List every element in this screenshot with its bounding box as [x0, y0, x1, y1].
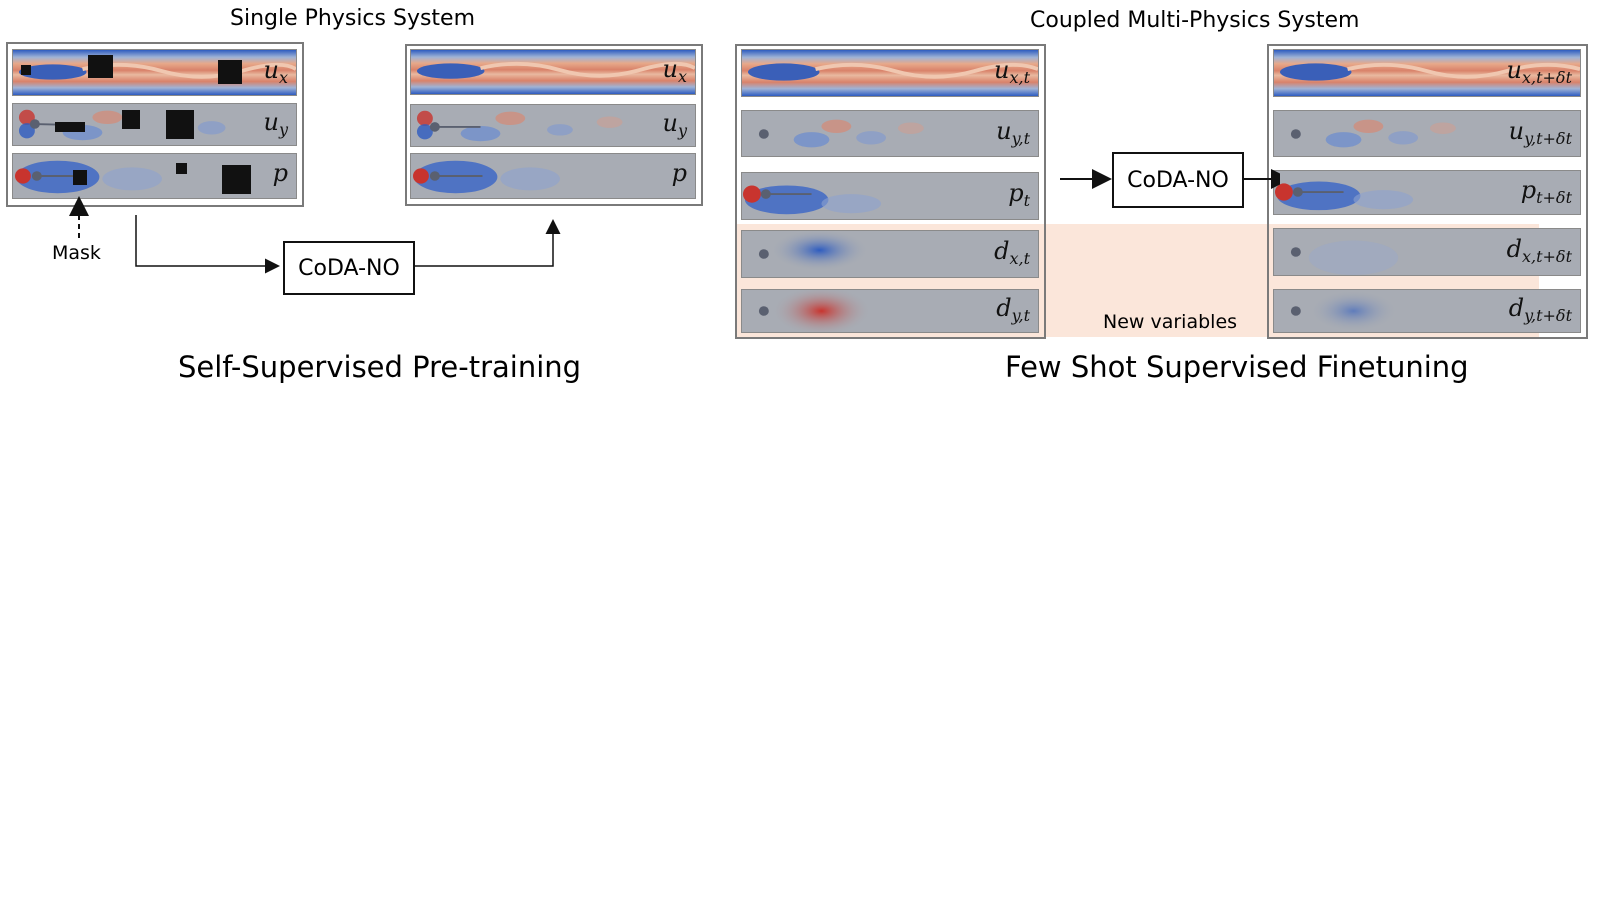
var-label-ux: ux	[663, 55, 688, 86]
mask-block	[73, 170, 87, 185]
var-base: u	[263, 55, 279, 84]
var-label-uy-t: uy,t	[996, 116, 1030, 147]
pretrain-output-ux-field: ux	[410, 49, 696, 95]
var-label-uy: uy	[263, 107, 288, 138]
var-base: p	[272, 158, 288, 187]
mask-block	[122, 110, 140, 129]
var-sub: t+δt	[1536, 187, 1572, 207]
var-sub: y,t	[1011, 128, 1030, 148]
var-base: d	[1506, 234, 1522, 263]
finetune-input-frame	[735, 44, 1046, 339]
mask-block	[55, 122, 85, 132]
dy-field-image	[742, 290, 1038, 332]
var-label-dy-next: dy,t+δt	[1509, 294, 1572, 325]
mask-block	[166, 110, 194, 139]
pretrain-connector-arrows	[69, 196, 561, 274]
finetune-output-frame	[1267, 44, 1588, 339]
finetune-input-p-field: pt	[741, 172, 1039, 220]
var-label-uy: uy	[662, 108, 687, 139]
pretrain-model-box: CoDA-NO	[283, 241, 415, 295]
finetune-output-dy-field: dy,t+δt	[1273, 289, 1581, 333]
pretrain-output-p-field: p	[410, 153, 696, 199]
model-to-output-arrow	[414, 219, 561, 267]
ux-field-image	[1274, 50, 1580, 96]
finetune-output-dx-field: dx,t+δt	[1273, 228, 1581, 276]
dx-field-image	[1274, 229, 1580, 275]
var-sub: y,t	[1011, 305, 1030, 325]
p-field-image	[1274, 171, 1580, 214]
var-sub: x	[278, 67, 288, 87]
finetune-input-dx-field: dx,t	[741, 230, 1039, 278]
var-label-ux: ux	[264, 55, 289, 86]
finetune-output-p-field: pt+δt	[1273, 170, 1581, 215]
dx-field-image	[742, 231, 1038, 277]
var-sub: y,t+δt	[1524, 305, 1572, 325]
uy-field-image	[411, 105, 695, 146]
var-sub: x,t	[1009, 248, 1030, 268]
var-base: p	[671, 158, 687, 187]
finetune-input-uy-field: uy,t	[741, 110, 1039, 157]
finetune-output-uy-field: uy,t+δt	[1273, 110, 1581, 157]
mask-block	[222, 165, 251, 194]
var-sub: y,t+δt	[1524, 128, 1572, 148]
var-label-dx-next: dx,t+δt	[1507, 235, 1572, 266]
var-base: u	[1506, 55, 1522, 84]
var-sub: x,t+δt	[1521, 246, 1572, 266]
ux-field-image	[742, 50, 1038, 96]
var-label-dy-t: dy,t	[996, 294, 1030, 325]
var-base: p	[1008, 178, 1024, 207]
mask-label: Mask	[52, 242, 101, 264]
dy-field-image	[1274, 290, 1580, 332]
finetune-output-ux-field: ux,t+δt	[1273, 49, 1581, 97]
finetune-input-dy-field: dy,t	[741, 289, 1039, 333]
var-sub: x	[677, 66, 687, 86]
finetune-model-box: CoDA-NO	[1112, 152, 1244, 208]
var-label-uy-next: uy,t+δt	[1509, 116, 1572, 147]
var-base: d	[1508, 293, 1525, 322]
var-base: d	[996, 293, 1012, 322]
mask-block	[218, 60, 242, 84]
finetune-connector-arrows	[1060, 169, 1280, 189]
var-sub: t	[1023, 190, 1030, 210]
new-variables-label: New variables	[1103, 311, 1238, 333]
var-label-p: p	[672, 159, 687, 190]
var-base: u	[996, 116, 1012, 145]
finetune-input-ux-field: ux,t	[741, 49, 1039, 97]
var-label-p-next: pt+δt	[1521, 175, 1572, 206]
ux-field-image	[13, 50, 296, 95]
var-base: u	[1508, 116, 1525, 145]
mask-block	[21, 65, 31, 75]
var-label-ux-next: ux,t+δt	[1507, 56, 1572, 87]
pretrain-input-p-field: p	[12, 153, 297, 199]
var-base: d	[994, 236, 1010, 265]
p-field-image	[411, 154, 695, 198]
var-base: u	[662, 54, 678, 83]
var-label-dx-t: dx,t	[994, 237, 1030, 268]
var-base: u	[662, 108, 678, 137]
mask-block	[176, 163, 187, 174]
var-sub: x,t+δt	[1521, 67, 1572, 87]
uy-field-image	[742, 111, 1038, 156]
var-base: p	[1520, 175, 1537, 204]
mask-block	[88, 55, 113, 78]
var-sub: y	[677, 120, 687, 140]
pretrain-input-uy-field: uy	[12, 103, 297, 146]
right-section-title: Coupled Multi-Physics System	[1030, 8, 1360, 33]
var-base: u	[993, 55, 1010, 84]
input-to-model-arrow	[135, 215, 280, 274]
var-sub: x,t	[1009, 67, 1030, 87]
var-label-ux-t: ux,t	[994, 56, 1030, 87]
var-base: u	[263, 107, 279, 136]
uy-field-image	[1274, 111, 1580, 156]
pretrain-input-ux-field: ux	[12, 49, 297, 96]
ux-field-image	[411, 50, 695, 94]
pretrain-output-uy-field: uy	[410, 104, 696, 147]
left-section-title: Single Physics System	[230, 6, 476, 31]
p-field-image	[742, 173, 1038, 219]
var-label-p-t: pt	[1008, 179, 1030, 210]
var-sub: y	[278, 119, 288, 139]
left-caption: Self-Supervised Pre-training	[178, 350, 582, 384]
var-label-p: p	[273, 159, 288, 190]
right-caption: Few Shot Supervised Finetuning	[1005, 350, 1469, 384]
